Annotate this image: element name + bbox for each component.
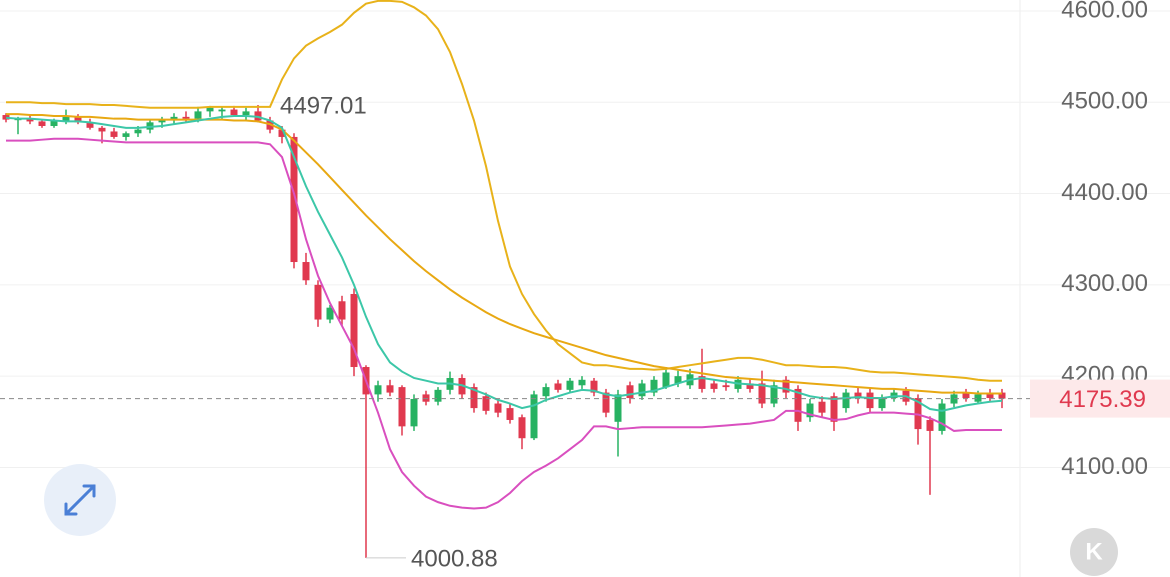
candle-body xyxy=(86,122,94,128)
candle-body xyxy=(2,115,10,120)
candle-body xyxy=(782,379,790,393)
candle-body xyxy=(566,380,574,390)
indicator-line xyxy=(5,114,1003,412)
candle-body xyxy=(278,129,286,137)
indicator-line xyxy=(6,0,1002,382)
candle-body xyxy=(530,394,538,439)
candle-body xyxy=(410,398,418,427)
candle-body xyxy=(482,396,490,411)
candle-body xyxy=(842,392,850,409)
candle-body xyxy=(770,385,778,404)
candle-body xyxy=(182,116,190,119)
candle-body xyxy=(242,111,250,116)
y-tick-label: 4100.00 xyxy=(1061,453,1148,480)
candle-body xyxy=(338,301,346,320)
candle-body xyxy=(986,392,994,399)
indicator-line xyxy=(6,113,1002,395)
candle-body xyxy=(806,403,814,418)
candle-body xyxy=(62,116,70,121)
candle-body xyxy=(38,121,46,126)
candle-body xyxy=(386,385,394,393)
candle-body xyxy=(662,372,670,388)
candle-body xyxy=(926,419,934,431)
candle-body xyxy=(326,307,334,320)
kline-button-bg[interactable] xyxy=(1070,528,1118,576)
candle-body xyxy=(398,387,406,427)
expand-button[interactable] xyxy=(44,464,116,536)
candle-body xyxy=(206,107,214,112)
candle-body xyxy=(638,383,646,397)
candle-body xyxy=(830,396,838,422)
candle-body xyxy=(794,388,802,422)
candle-body xyxy=(374,385,382,395)
candle-body xyxy=(866,392,874,409)
y-tick-label: 4400.00 xyxy=(1061,179,1148,206)
candle-body xyxy=(470,387,478,409)
candle-body xyxy=(434,389,442,402)
candle-body xyxy=(554,383,562,390)
y-tick-label: 4300.00 xyxy=(1061,270,1148,297)
indicator-line xyxy=(6,137,1002,510)
max-label: 4497.01 xyxy=(280,92,367,119)
candle-body xyxy=(110,131,118,137)
candle-body xyxy=(626,385,634,399)
candle-body xyxy=(698,376,706,389)
candle-body xyxy=(758,383,766,404)
candle-body xyxy=(218,109,226,112)
candle-body xyxy=(998,392,1006,399)
candle-body xyxy=(746,383,754,389)
candle-body xyxy=(578,379,586,386)
candle-body xyxy=(878,398,886,409)
candle-body xyxy=(158,120,166,123)
candle-body xyxy=(938,403,946,431)
candle-body xyxy=(122,133,130,137)
candle-body xyxy=(314,284,322,320)
candle-body xyxy=(134,129,142,134)
candle-body xyxy=(590,380,598,393)
kline-button-label[interactable]: K xyxy=(1085,538,1103,565)
candle-body xyxy=(962,392,970,399)
candle-body xyxy=(98,127,106,132)
candle-body xyxy=(614,394,622,422)
candle-body xyxy=(974,394,982,402)
candle-body xyxy=(74,116,82,123)
candle-body xyxy=(302,262,310,281)
candle-body xyxy=(494,403,502,413)
candle-body xyxy=(818,401,826,413)
last-price-box xyxy=(1030,379,1170,418)
last-price-label: 4175.39 xyxy=(1059,386,1146,413)
candle-body xyxy=(506,408,514,420)
candle-body xyxy=(602,392,610,413)
candle-body xyxy=(650,379,658,393)
candle-body xyxy=(518,417,526,439)
candle-body xyxy=(26,118,34,122)
expand-icon[interactable] xyxy=(64,484,96,516)
kline-button[interactable]: K xyxy=(1070,528,1118,576)
candle-body xyxy=(674,376,682,384)
candle-body xyxy=(230,109,238,116)
candle-body xyxy=(50,120,58,126)
y-tick-label: 4600.00 xyxy=(1061,0,1148,23)
candle-body xyxy=(710,383,718,389)
candle-body xyxy=(422,394,430,402)
candle-body xyxy=(290,136,298,263)
candle-body xyxy=(542,387,550,397)
y-tick-label: 4500.00 xyxy=(1061,88,1148,115)
candle-body xyxy=(854,392,862,399)
candle-body xyxy=(722,385,730,388)
candle-body xyxy=(194,111,202,119)
min-label: 4000.88 xyxy=(411,545,498,572)
candle-body xyxy=(350,293,358,368)
